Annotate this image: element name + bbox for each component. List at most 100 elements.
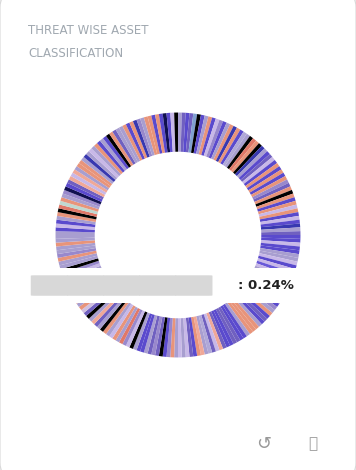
Wedge shape: [57, 212, 96, 222]
Wedge shape: [253, 268, 290, 287]
Wedge shape: [218, 307, 240, 342]
Wedge shape: [242, 286, 275, 313]
Wedge shape: [109, 304, 134, 338]
Wedge shape: [79, 284, 112, 310]
Wedge shape: [58, 204, 97, 217]
Wedge shape: [183, 113, 189, 152]
Wedge shape: [56, 240, 95, 247]
Wedge shape: [62, 261, 100, 276]
Wedge shape: [259, 208, 298, 219]
Wedge shape: [112, 306, 136, 340]
Wedge shape: [239, 290, 270, 319]
Wedge shape: [77, 282, 111, 307]
Wedge shape: [191, 114, 201, 153]
Text: : 0.24%: : 0.24%: [238, 279, 294, 292]
Wedge shape: [188, 113, 197, 153]
Wedge shape: [222, 304, 247, 338]
Text: THREAT WISE ASSET: THREAT WISE ASSET: [28, 24, 149, 37]
Wedge shape: [63, 190, 101, 207]
Wedge shape: [119, 308, 140, 344]
Wedge shape: [227, 301, 253, 334]
Wedge shape: [247, 280, 281, 304]
Wedge shape: [261, 227, 300, 232]
Wedge shape: [144, 315, 157, 353]
Wedge shape: [94, 143, 123, 174]
Wedge shape: [112, 130, 136, 164]
Wedge shape: [69, 273, 105, 294]
Wedge shape: [194, 316, 205, 355]
Wedge shape: [225, 133, 250, 168]
Wedge shape: [244, 160, 277, 186]
Wedge shape: [220, 130, 244, 164]
Wedge shape: [75, 280, 109, 304]
Wedge shape: [170, 318, 176, 357]
Wedge shape: [227, 136, 253, 169]
Wedge shape: [140, 314, 155, 352]
Wedge shape: [167, 318, 173, 357]
Wedge shape: [159, 113, 168, 153]
Wedge shape: [133, 120, 150, 157]
Wedge shape: [245, 163, 279, 188]
Wedge shape: [147, 116, 160, 154]
Wedge shape: [56, 223, 95, 230]
Wedge shape: [64, 266, 101, 283]
Wedge shape: [100, 138, 127, 171]
Wedge shape: [235, 146, 265, 176]
Wedge shape: [56, 243, 95, 251]
Wedge shape: [256, 194, 294, 209]
Wedge shape: [61, 197, 99, 212]
Wedge shape: [178, 112, 182, 152]
Wedge shape: [186, 113, 193, 152]
Wedge shape: [103, 136, 129, 169]
Wedge shape: [231, 298, 259, 329]
Wedge shape: [97, 298, 125, 329]
Wedge shape: [231, 141, 259, 172]
Wedge shape: [258, 256, 297, 269]
Wedge shape: [225, 302, 250, 337]
Wedge shape: [56, 238, 95, 243]
Wedge shape: [103, 301, 129, 334]
Wedge shape: [122, 309, 142, 346]
Wedge shape: [64, 187, 101, 204]
Wedge shape: [251, 273, 287, 294]
Wedge shape: [257, 258, 295, 273]
Wedge shape: [261, 238, 300, 243]
Wedge shape: [201, 118, 216, 156]
Wedge shape: [66, 268, 103, 287]
Wedge shape: [209, 121, 227, 158]
Wedge shape: [97, 141, 125, 172]
Wedge shape: [140, 118, 155, 156]
Wedge shape: [170, 113, 176, 152]
Wedge shape: [75, 166, 109, 190]
Wedge shape: [255, 190, 293, 207]
Wedge shape: [81, 286, 114, 313]
Wedge shape: [147, 316, 160, 354]
Wedge shape: [89, 292, 119, 321]
Wedge shape: [94, 296, 123, 327]
Wedge shape: [180, 318, 186, 357]
Text: CLASSIFICATION: CLASSIFICATION: [28, 47, 124, 60]
Wedge shape: [116, 307, 138, 342]
Wedge shape: [261, 240, 300, 247]
Wedge shape: [211, 310, 230, 347]
Wedge shape: [211, 123, 230, 160]
Wedge shape: [233, 143, 262, 174]
Wedge shape: [126, 310, 145, 347]
FancyBboxPatch shape: [103, 275, 140, 296]
FancyBboxPatch shape: [31, 275, 68, 296]
Wedge shape: [178, 318, 182, 358]
Wedge shape: [199, 117, 212, 155]
Wedge shape: [133, 313, 150, 350]
Wedge shape: [61, 258, 99, 273]
Wedge shape: [255, 263, 293, 280]
Wedge shape: [56, 235, 95, 239]
Wedge shape: [206, 120, 223, 157]
Wedge shape: [151, 115, 162, 154]
Wedge shape: [233, 296, 262, 327]
Wedge shape: [56, 227, 95, 232]
Wedge shape: [199, 315, 212, 353]
Wedge shape: [136, 118, 152, 157]
Wedge shape: [252, 270, 289, 290]
Wedge shape: [218, 128, 240, 163]
Wedge shape: [58, 208, 97, 219]
